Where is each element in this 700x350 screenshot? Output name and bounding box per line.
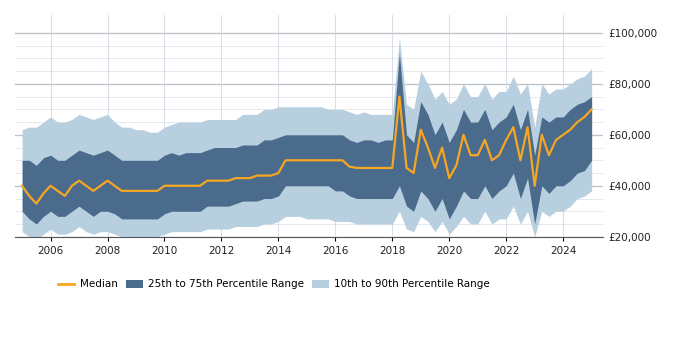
Legend: Median, 25th to 75th Percentile Range, 10th to 90th Percentile Range: Median, 25th to 75th Percentile Range, 1… [54, 275, 494, 294]
